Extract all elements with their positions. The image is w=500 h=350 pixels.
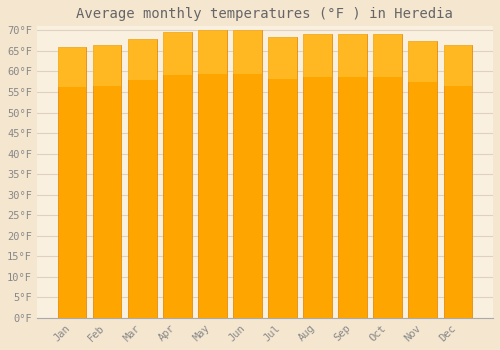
Bar	[233, 30, 262, 318]
Title: Average monthly temperatures (°F ) in Heredia: Average monthly temperatures (°F ) in He…	[76, 7, 454, 21]
Bar	[233, 30, 262, 74]
Bar	[163, 33, 192, 75]
Bar	[444, 45, 472, 318]
Bar	[303, 35, 332, 318]
Bar	[128, 38, 156, 318]
Bar	[408, 41, 437, 82]
Bar	[58, 47, 86, 88]
Bar	[92, 45, 122, 318]
Bar	[198, 30, 226, 74]
Bar	[268, 36, 297, 318]
Bar	[374, 35, 402, 77]
Bar	[303, 35, 332, 77]
Bar	[92, 45, 122, 86]
Bar	[58, 47, 86, 318]
Bar	[444, 45, 472, 86]
Bar	[163, 33, 192, 318]
Bar	[268, 36, 297, 79]
Bar	[128, 38, 156, 80]
Bar	[338, 35, 367, 77]
Bar	[374, 35, 402, 318]
Bar	[338, 35, 367, 318]
Bar	[408, 41, 437, 318]
Bar	[198, 30, 226, 318]
